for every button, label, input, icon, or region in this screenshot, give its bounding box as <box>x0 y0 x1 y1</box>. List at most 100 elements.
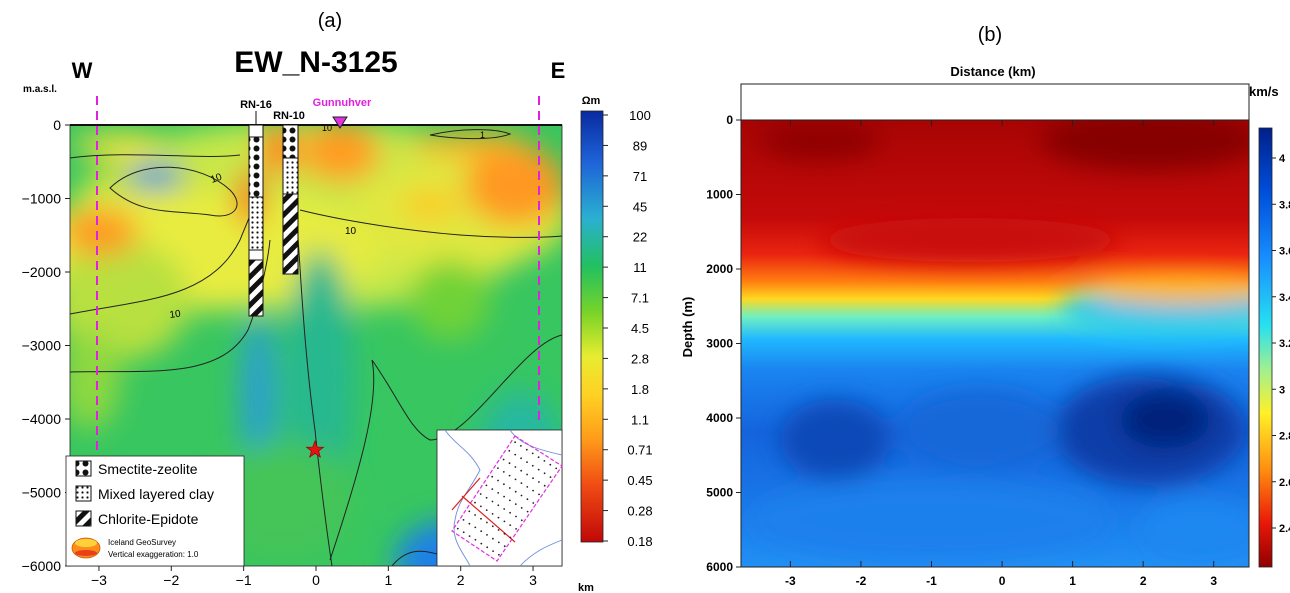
station-dot <box>497 479 499 482</box>
panel-b-x-axis: -3 -2 -1 0 1 2 3 <box>785 120 1217 588</box>
colorbar-tick-label: 11 <box>633 260 647 275</box>
y-tick-label: 3000 <box>706 337 733 351</box>
well-rn10 <box>282 124 299 275</box>
contour-label: 10 <box>209 172 224 186</box>
panel-b-frame-top <box>740 83 1250 121</box>
station-dot <box>520 507 523 509</box>
panel-b: (b) Distance (km) Depth (m) 0 1000 2000 3 <box>680 24 1290 588</box>
station-dot <box>491 513 494 515</box>
station-dot <box>497 504 500 507</box>
station-dot <box>514 478 517 481</box>
station-dot <box>480 542 483 545</box>
y-tick-label: 4000 <box>706 411 733 425</box>
colorbar-tick-label: 2.8 <box>1279 431 1290 443</box>
station-dot <box>508 449 511 452</box>
station-dot <box>498 553 500 556</box>
station-dot <box>525 448 528 451</box>
station-dot <box>462 519 465 521</box>
x-tick-label: 1 <box>384 572 392 588</box>
station-dot <box>468 510 471 513</box>
station-dot <box>543 460 546 462</box>
colorbar-tick-label: 2.4 <box>1279 523 1290 535</box>
colorbar-tick-label: 3.2 <box>1279 338 1290 350</box>
y-tick-label: 2000 <box>706 262 733 276</box>
station-dot <box>491 525 494 528</box>
colorbar-tick-label: 1.1 <box>631 412 649 427</box>
well-label-rn16: RN-16 <box>240 99 272 111</box>
station-dot <box>508 487 511 489</box>
colorbar-tick-label: 4.5 <box>631 321 649 336</box>
x-tick-label: −3 <box>91 572 107 588</box>
station-dot <box>468 522 471 525</box>
y-tick-label: 1000 <box>706 188 733 202</box>
well-rn16 <box>248 124 264 317</box>
station-dot <box>503 483 505 486</box>
colorbar-tick-label: 0.18 <box>627 534 652 549</box>
x-tick-label: -1 <box>926 574 937 588</box>
panel-b-colorbar: km/s 4 3.8 3.6 3.4 3.2 3 2.8 2.6 2.4 <box>1249 84 1290 568</box>
y-tick-label: −6000 <box>22 558 62 574</box>
station-dot <box>497 541 500 544</box>
x-tick-label: -3 <box>785 574 796 588</box>
station-dot <box>514 490 517 493</box>
x-tick-label: −1 <box>236 572 252 588</box>
station-dot <box>491 475 494 478</box>
station-dot <box>532 477 534 480</box>
y-tick-label: −5000 <box>22 485 62 501</box>
y-tick-label: 6000 <box>706 560 733 574</box>
colorbar-tick-label: 100 <box>629 108 651 123</box>
colorbar-tick-label: 3 <box>1279 384 1285 396</box>
location-inset <box>436 429 563 567</box>
station-dot <box>474 501 476 504</box>
station-dot <box>486 534 488 536</box>
x-tick-label: 0 <box>312 572 320 588</box>
station-dot <box>485 509 488 511</box>
panel-a-x-axis: −3 −2 −1 0 1 2 3 km <box>91 566 594 593</box>
colorbar-tick-label: 7.1 <box>631 291 649 306</box>
y-tick-label: 0 <box>53 117 61 133</box>
station-dot <box>514 503 517 505</box>
colorbar-tick-label: 2.6 <box>1279 477 1290 489</box>
colorbar-tick-label: 3.6 <box>1279 246 1290 258</box>
legend-item: Smectite-zeolite <box>75 460 198 477</box>
colorbar-unit: km/s <box>1249 84 1279 99</box>
station-dot <box>503 532 506 535</box>
x-tick-label: 3 <box>529 572 537 588</box>
station-dot <box>515 515 517 518</box>
contour-label: 1 <box>480 130 485 140</box>
station-dot <box>549 476 552 478</box>
depth-label: Depth (m) <box>680 297 695 358</box>
station-dot <box>520 482 523 484</box>
station-dot <box>526 461 528 463</box>
station-dot <box>520 519 523 522</box>
station-dot <box>509 511 511 514</box>
legend-label: Mixed layered clay <box>98 486 214 502</box>
station-dot <box>537 468 540 471</box>
station-dot <box>480 517 482 520</box>
station-dot <box>515 528 517 530</box>
station-dot <box>485 496 488 499</box>
contour-label: 10 <box>322 123 332 133</box>
station-dot <box>462 531 465 534</box>
west-label: W <box>72 58 93 83</box>
station-dot <box>503 545 506 548</box>
x-tick-label: 0 <box>999 574 1006 588</box>
colorbar-tick-label: 3.4 <box>1279 292 1290 304</box>
colorbar-tick-label: 22 <box>633 230 647 245</box>
colorbar-tick-label: 2.8 <box>631 351 649 366</box>
legend-item: Mixed layered clay <box>75 485 214 502</box>
station-dot <box>520 457 522 460</box>
velocity-section <box>741 120 1249 567</box>
station-dot <box>486 546 489 549</box>
panel-b-label: (b) <box>978 24 1002 46</box>
station-dot <box>532 489 534 492</box>
station-dot <box>479 493 482 495</box>
x-tick-label: −2 <box>163 572 179 588</box>
colorbar-tick-label: 0.71 <box>627 443 652 458</box>
iceland-geosurvey-logo <box>71 537 101 559</box>
station-dot <box>456 527 459 530</box>
contour-label: 10 <box>345 226 357 237</box>
x-unit-label: km <box>578 582 594 593</box>
station-dot <box>514 441 516 444</box>
